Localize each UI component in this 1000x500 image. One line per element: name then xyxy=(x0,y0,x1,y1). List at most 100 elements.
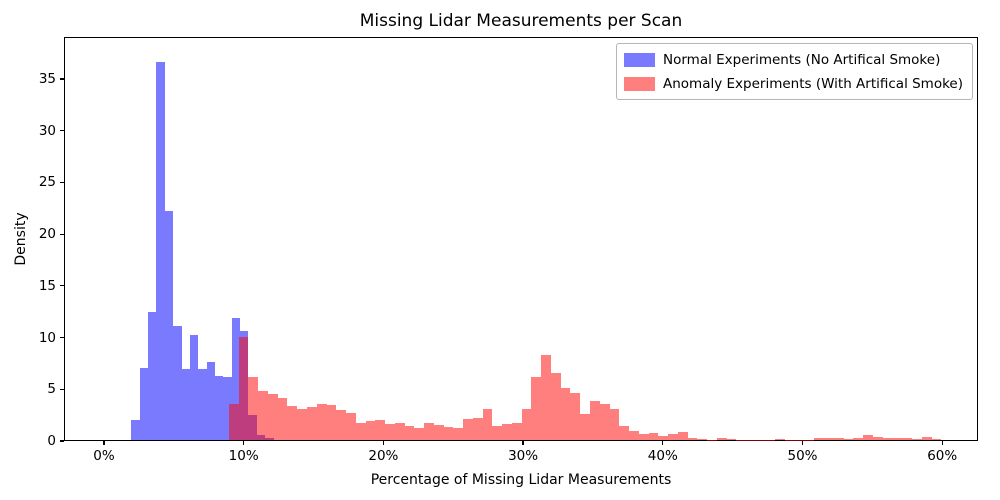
histogram-bar xyxy=(638,433,649,440)
histogram-bar xyxy=(541,354,551,440)
histogram-bar xyxy=(424,422,434,440)
y-tick-mark xyxy=(60,130,64,132)
histogram-bar xyxy=(228,403,239,440)
histogram-bar xyxy=(843,438,854,440)
histogram-bar xyxy=(336,410,347,440)
x-tick-label: 20% xyxy=(368,448,399,464)
histogram-bar xyxy=(287,406,298,440)
histogram-bar xyxy=(912,438,922,440)
histogram-bar xyxy=(687,437,698,440)
histogram-bar xyxy=(215,376,224,440)
histogram-bar xyxy=(853,438,864,440)
histogram-bar xyxy=(697,438,708,440)
histogram-bar xyxy=(921,437,932,440)
x-tick-mark xyxy=(522,441,524,445)
histogram-bar xyxy=(139,367,149,440)
x-tick-mark xyxy=(382,441,384,445)
histogram-bar xyxy=(599,403,610,440)
y-tick-label: 25 xyxy=(38,174,56,191)
histogram-bar xyxy=(433,424,444,440)
y-tick-label: 20 xyxy=(38,226,56,243)
histogram-bar xyxy=(375,420,386,440)
histogram-bar xyxy=(590,400,600,440)
x-tick-mark xyxy=(662,441,664,445)
histogram-bar xyxy=(181,369,190,440)
legend-label-normal: Normal Experiments (No Artifical Smoke) xyxy=(663,51,941,68)
histogram-bar xyxy=(277,397,288,440)
legend: Normal Experiments (No Artifical Smoke) … xyxy=(616,43,973,100)
x-tick-label: 0% xyxy=(93,448,115,464)
x-tick-mark xyxy=(103,441,105,445)
histogram-bar xyxy=(560,387,571,440)
x-tick-label: 50% xyxy=(787,448,818,464)
histogram-bar xyxy=(668,433,678,440)
legend-item-anomaly: Anomaly Experiments (With Artifical Smok… xyxy=(624,73,963,94)
x-tick-label: 30% xyxy=(508,448,539,464)
x-tick-mark xyxy=(801,441,804,445)
histogram-bar xyxy=(570,392,581,440)
histogram-bar xyxy=(198,369,207,440)
histogram-bar xyxy=(765,439,776,440)
histogram-bar xyxy=(550,373,561,440)
y-tick-mark xyxy=(60,181,64,183)
plot-area xyxy=(64,37,978,441)
histogram-bar xyxy=(492,425,503,440)
histogram-bar xyxy=(346,413,356,440)
histogram-bar xyxy=(148,312,157,440)
histogram-bar xyxy=(824,437,834,440)
legend-item-normal: Normal Experiments (No Artifical Smoke) xyxy=(624,49,963,70)
histogram-bar xyxy=(882,438,893,440)
histogram-bar xyxy=(131,420,140,440)
histogram-bar xyxy=(355,422,366,440)
histogram-bar xyxy=(307,407,317,440)
y-tick-label: 0 xyxy=(47,433,56,449)
histogram-bar xyxy=(531,377,542,440)
histogram-bar xyxy=(902,437,913,440)
chart-title: Missing Lidar Measurements per Scan xyxy=(359,11,683,31)
histogram-bar xyxy=(873,437,883,440)
histogram-bar xyxy=(173,325,182,440)
y-tick-mark xyxy=(60,440,64,442)
histogram-bar xyxy=(248,377,259,440)
histogram-bar xyxy=(726,438,737,440)
x-tick-label: 10% xyxy=(228,448,259,464)
x-tick-mark xyxy=(243,441,245,445)
histogram-bar xyxy=(156,62,165,440)
y-tick-label: 15 xyxy=(38,277,56,294)
histogram-bar xyxy=(707,439,717,440)
histogram-bar xyxy=(619,425,630,440)
histogram-bar xyxy=(472,418,483,440)
x-axis-label: Percentage of Missing Lidar Measurements xyxy=(370,472,672,488)
histogram-bar xyxy=(580,414,590,440)
histogram-bar xyxy=(443,426,454,440)
histogram-bar xyxy=(326,405,337,440)
histogram-bar xyxy=(267,393,278,440)
x-tick-label: 60% xyxy=(927,448,958,464)
y-tick-label: 5 xyxy=(47,381,56,398)
histogram-bar xyxy=(677,432,688,440)
histogram-bar xyxy=(258,390,268,440)
histogram-bar xyxy=(716,438,727,440)
histogram-bar xyxy=(231,317,241,440)
histogram-bar xyxy=(297,409,307,440)
histogram-bar xyxy=(365,421,376,440)
histogram-bar xyxy=(521,409,532,440)
histogram-bar xyxy=(658,436,669,440)
histogram-bar xyxy=(394,422,405,440)
histogram-bar xyxy=(316,403,327,440)
histogram-bar xyxy=(775,438,786,440)
y-tick-label: 35 xyxy=(38,70,56,87)
histogram-bar xyxy=(164,210,174,440)
histogram-bar xyxy=(453,427,464,440)
anomaly-series-bars xyxy=(65,38,977,440)
histogram-bar xyxy=(463,419,473,440)
histogram-bar xyxy=(804,439,815,440)
x-tick-label: 40% xyxy=(647,448,678,464)
histogram-bar xyxy=(785,439,795,440)
histogram-bar xyxy=(648,432,659,440)
y-tick-label: 30 xyxy=(38,122,56,139)
y-tick-label: 10 xyxy=(38,329,56,346)
histogram-bar xyxy=(189,335,199,440)
legend-label-anomaly: Anomaly Experiments (With Artifical Smok… xyxy=(663,75,963,92)
